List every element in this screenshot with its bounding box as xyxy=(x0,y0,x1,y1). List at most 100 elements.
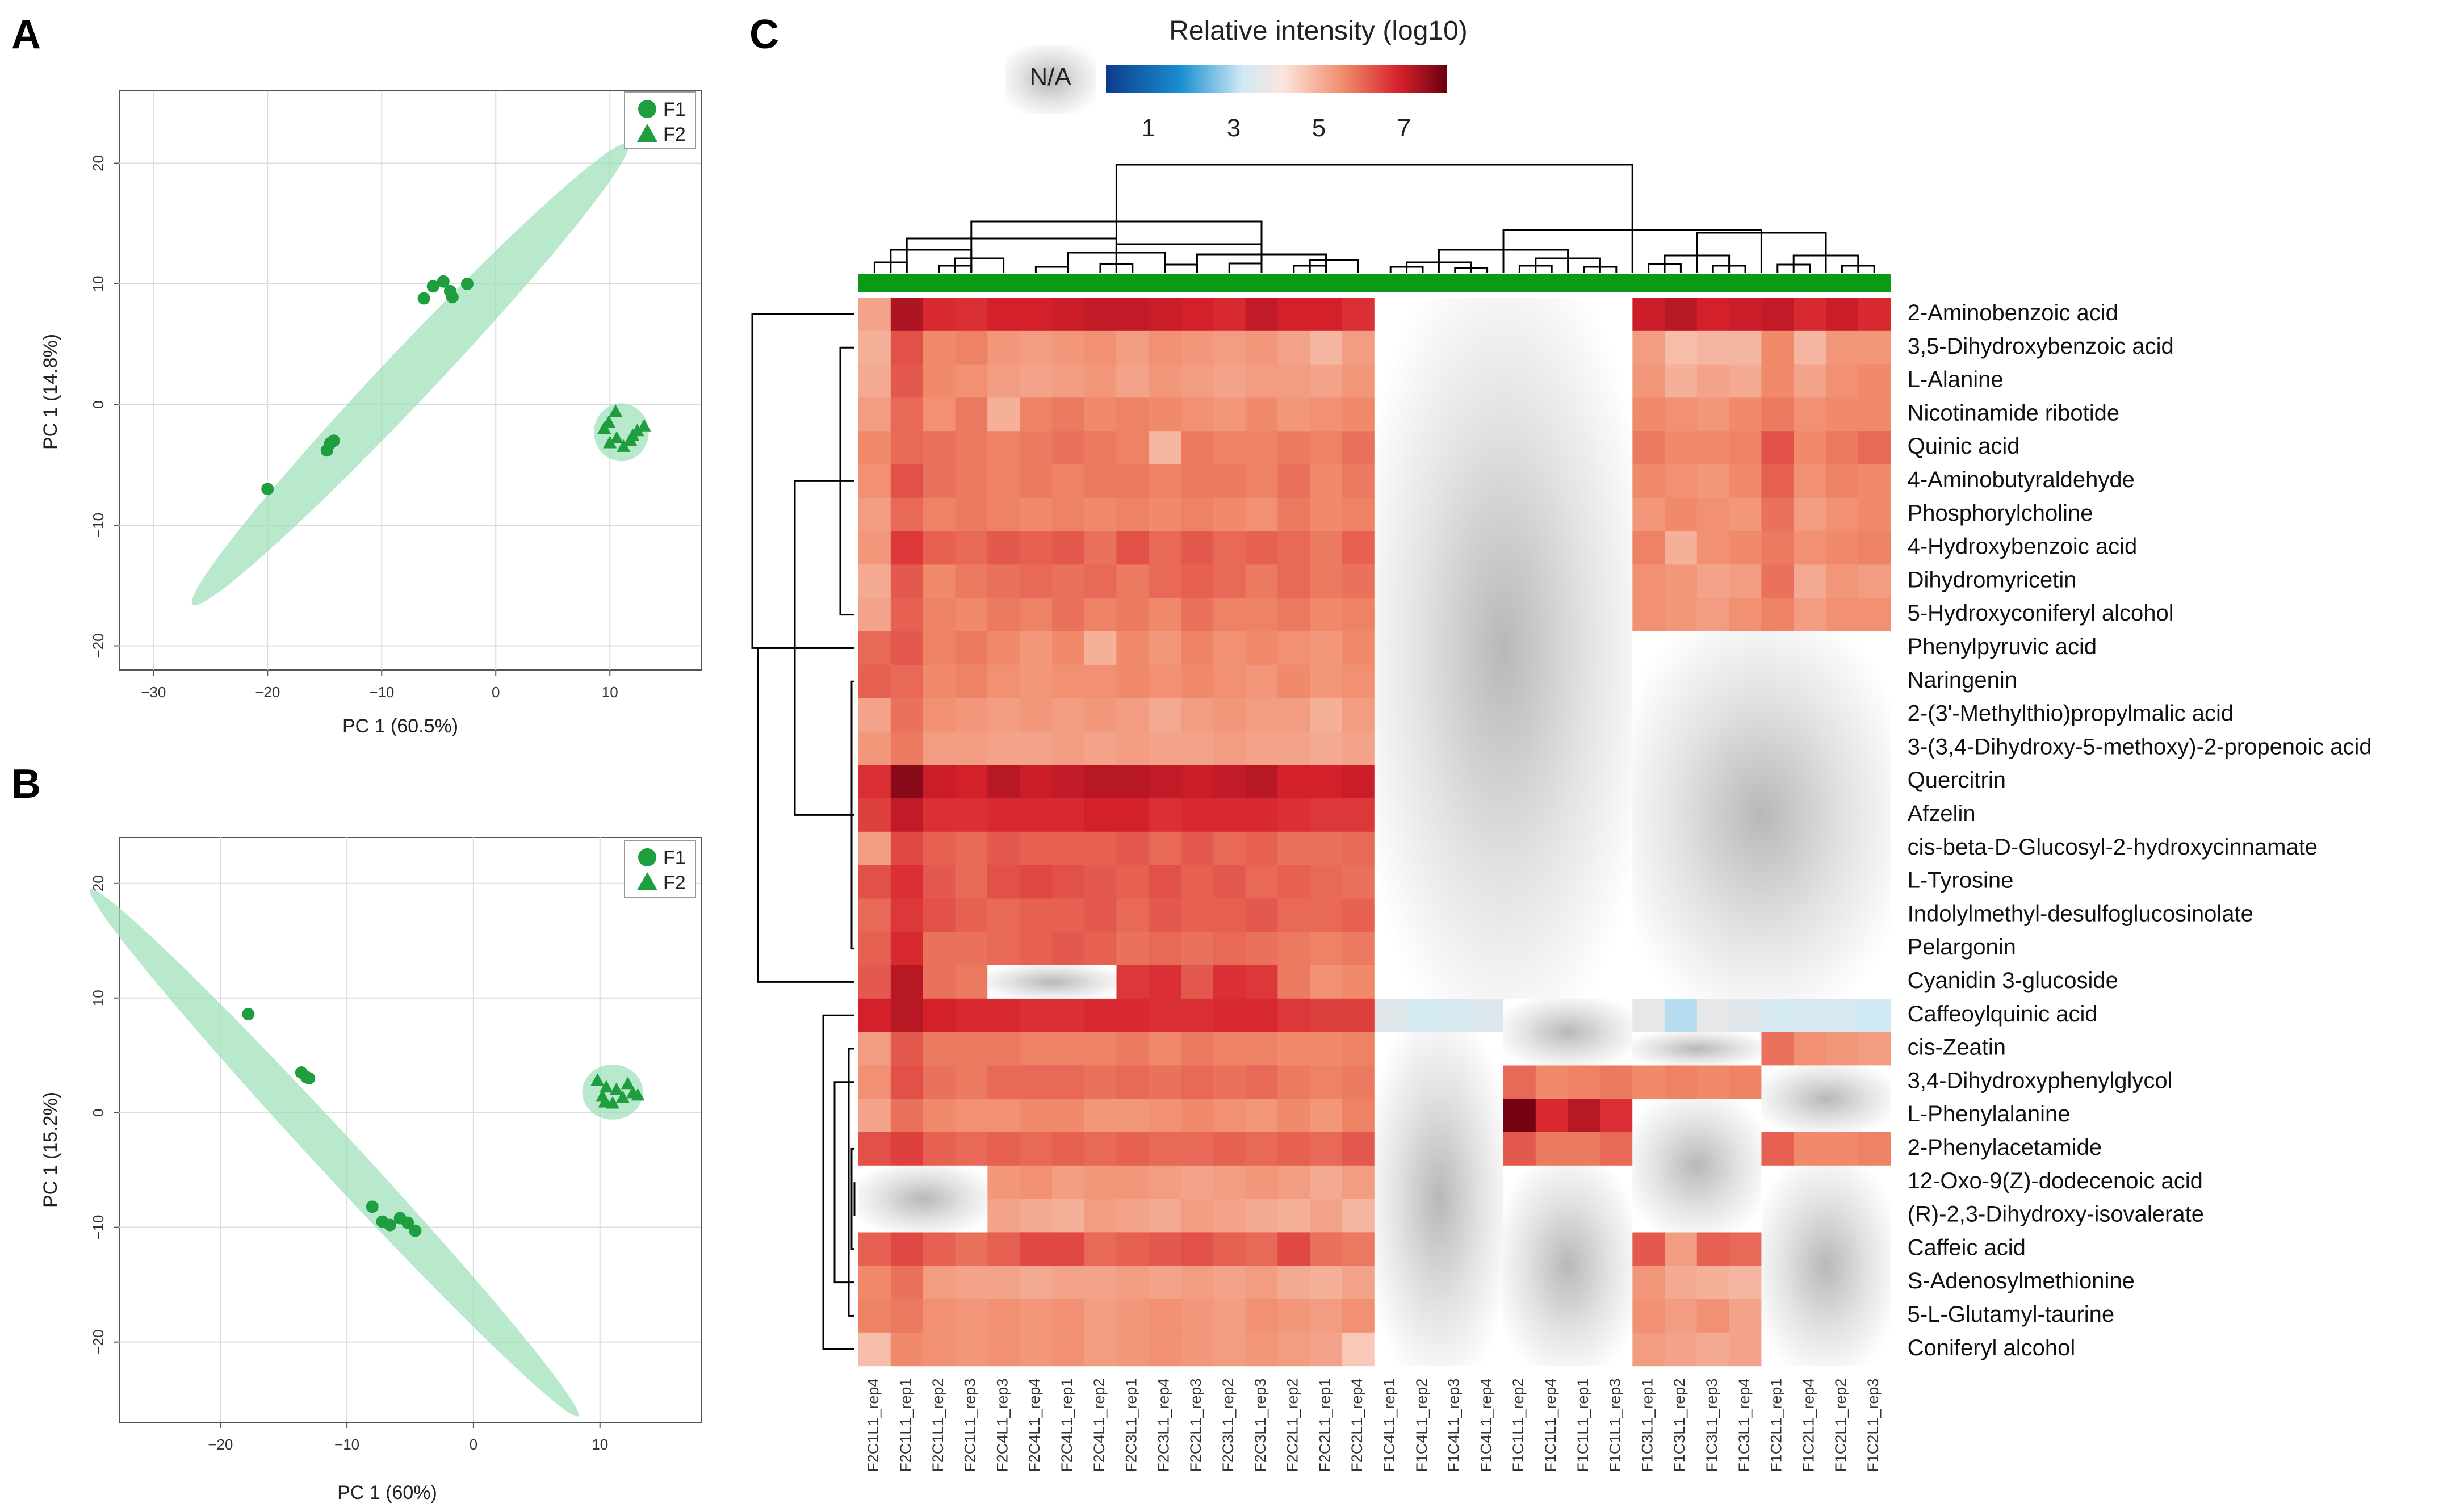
heatmap-cell xyxy=(1181,798,1214,832)
heatmap-cell xyxy=(890,1299,924,1333)
heatmap-cell xyxy=(1277,865,1310,899)
heatmap-cell xyxy=(1245,865,1278,899)
heatmap-cell xyxy=(1213,731,1246,765)
heatmap-cell xyxy=(1149,1332,1181,1367)
heatmap-cell xyxy=(955,1232,988,1266)
heatmap-cell xyxy=(1310,1032,1343,1066)
heatmap-cell xyxy=(1149,330,1181,365)
heatmap-cell xyxy=(890,664,924,699)
panel-label-b: B xyxy=(11,761,41,807)
column-label: F2C1L1_rep1 xyxy=(897,1379,914,1472)
heatmap-cell xyxy=(1310,998,1343,1033)
heatmap-cell xyxy=(890,1332,924,1367)
heatmap-cell xyxy=(1181,765,1214,799)
heatmap-cell xyxy=(955,1065,988,1099)
heatmap-cell xyxy=(923,631,956,665)
heatmap-cell xyxy=(1310,765,1343,799)
heatmap-cell xyxy=(1213,765,1246,799)
heatmap-cell xyxy=(1149,1299,1181,1333)
heatmap-cell xyxy=(1149,497,1181,532)
heatmap-cell xyxy=(1213,1099,1246,1133)
heatmap-cell xyxy=(1794,364,1826,398)
column-label: F1C4L1_rep3 xyxy=(1445,1379,1463,1472)
heatmap-cell xyxy=(1149,998,1181,1033)
data-point-f2 xyxy=(623,433,638,446)
heatmap-cell xyxy=(1342,1132,1375,1166)
pca-b-legend: F1 F2 xyxy=(624,840,696,898)
heatmap-cell xyxy=(858,1099,891,1133)
heatmap-cell xyxy=(1406,998,1439,1033)
column-label: F1C1L1_rep3 xyxy=(1607,1379,1624,1472)
heatmap-cell xyxy=(1149,731,1181,765)
heatmap-cell xyxy=(1116,464,1149,499)
heatmap-cell xyxy=(923,731,956,765)
heatmap-cell xyxy=(1051,731,1085,765)
heatmap-cell xyxy=(1342,531,1375,565)
heatmap-cell xyxy=(1213,1199,1246,1233)
heatmap-cell xyxy=(1084,1165,1117,1200)
heatmap-cell xyxy=(1826,531,1859,565)
x-tick-label: −30 xyxy=(141,684,166,701)
heatmap-cell xyxy=(1342,1165,1375,1200)
heatmap-cell xyxy=(955,664,988,699)
heatmap-cell xyxy=(1794,1132,1826,1166)
heatmap-cell xyxy=(1600,1065,1633,1099)
heatmap-cell xyxy=(1696,1332,1730,1367)
heatmap-cell xyxy=(1826,1132,1859,1166)
heatmap-cell xyxy=(1181,631,1214,665)
column-label: F1C3L1_rep3 xyxy=(1703,1379,1720,1472)
heatmap-cell xyxy=(923,865,956,899)
heatmap-cell xyxy=(1665,1065,1698,1099)
heatmap-cell xyxy=(1277,397,1310,432)
heatmap-cell xyxy=(1277,497,1310,532)
legend-b-f1: F1 xyxy=(663,847,686,869)
heatmap-cell xyxy=(1342,1065,1375,1099)
y-tick-label: 20 xyxy=(90,155,107,171)
data-point-f2 xyxy=(617,439,631,452)
heatmap-cell xyxy=(1277,431,1310,465)
heatmap-cell xyxy=(1342,865,1375,899)
heatmap-cell xyxy=(890,598,924,632)
row-dendrogram xyxy=(751,313,856,1350)
heatmap-cell xyxy=(1051,1232,1085,1266)
heatmap-cell xyxy=(1084,1332,1117,1367)
column-label: F1C1L1_rep1 xyxy=(1574,1379,1591,1472)
heatmap-cell xyxy=(987,664,1020,699)
heatmap-cell xyxy=(890,631,924,665)
heatmap-cell xyxy=(1020,1232,1053,1266)
heatmap-cell xyxy=(987,464,1020,499)
heatmap-cell xyxy=(1696,330,1730,365)
heatmap-cell xyxy=(1149,1165,1181,1200)
heatmap-cell xyxy=(1277,1132,1310,1166)
heatmap-cell xyxy=(1051,598,1085,632)
heatmap-cell xyxy=(1020,497,1053,532)
row-label: 4-Hydroxybenzoic acid xyxy=(1908,534,2138,559)
data-point-f2 xyxy=(621,1077,635,1090)
heatmap-cell xyxy=(858,965,891,999)
heatmap-cell xyxy=(955,1032,988,1066)
heatmap-cell xyxy=(923,397,956,432)
heatmap-cell xyxy=(1020,1165,1053,1200)
heatmap-cell xyxy=(1051,364,1085,398)
y-tick-label: −10 xyxy=(90,1215,107,1240)
heatmap-cell xyxy=(1277,932,1310,966)
heatmap-cell xyxy=(1051,664,1085,699)
heatmap-cell xyxy=(1181,364,1214,398)
legend-a-f1: F1 xyxy=(663,99,686,120)
heatmap-cell xyxy=(923,598,956,632)
heatmap-cell xyxy=(1149,397,1181,432)
heatmap-cell xyxy=(890,564,924,598)
heatmap-cell xyxy=(1665,397,1698,432)
x-tick-label: 10 xyxy=(592,1436,608,1453)
heatmap-cell xyxy=(1826,364,1859,398)
dendrogram-branch xyxy=(1164,263,1198,273)
heatmap-cell xyxy=(1310,1266,1343,1300)
heatmap-cells xyxy=(858,298,1891,1367)
heatmap-cell xyxy=(1245,397,1278,432)
heatmap-cell xyxy=(1342,598,1375,632)
heatmap-cell xyxy=(1020,932,1053,966)
heatmap-cell xyxy=(1051,1199,1085,1233)
heatmap-cell xyxy=(890,531,924,565)
heatmap-cell xyxy=(1342,932,1375,966)
data-point-f2 xyxy=(590,1073,605,1086)
